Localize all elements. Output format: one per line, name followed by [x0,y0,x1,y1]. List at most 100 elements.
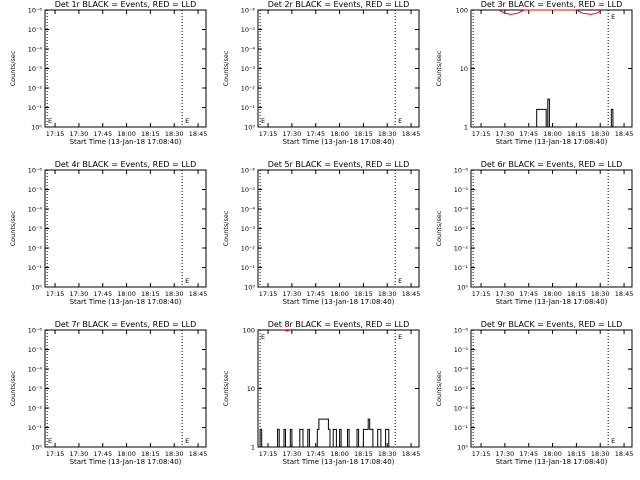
x-tick-label: 17:30 [496,130,515,138]
x-tick-label: 17:30 [283,130,302,138]
y-axis-label: Counts/sec [222,370,230,406]
x-tick-label: 18:30 [165,450,184,458]
y-tick-label: 10⁻⁵ [241,186,256,194]
y-axis-label: Counts/sec [435,370,443,406]
detector-panel-7: Det 7r BLACK = Events, RED = LLD 17:15 17:… [9,320,207,466]
y-tick-label: 10⁻² [28,85,43,93]
panel-title: Det 6r BLACK = Events, RED = LLD [481,160,623,169]
detector-panel-2: Det 2r BLACK = Events, RED = LLD 17:15 17:… [222,0,420,146]
lld-series-line [498,9,603,15]
x-axis-label: Start Time (13-Jan-18 17:08:40) [283,458,395,466]
x-tick-label: 18:15 [354,290,373,298]
y-tick-label: 10⁻³ [28,385,43,393]
x-tick-label: 18:45 [189,130,208,138]
detector-panel-3: Det 3r BLACK = Events, RED = LLD 17:15 17:… [435,0,633,146]
detector-panel-6: Det 6r BLACK = Events, RED = LLD 17:15 17:… [435,160,633,306]
x-tick-label: 17:45 [519,290,538,298]
panel-title: Det 9r BLACK = Events, RED = LLD [481,320,623,329]
x-axis-label: Start Time (13-Jan-18 17:08:40) [283,138,395,146]
flag-marker: E [261,117,265,125]
x-tick-label: 18:00 [330,450,349,458]
y-tick-label: 10⁰ [31,124,42,132]
y-tick-label: 10⁻¹ [28,424,43,432]
y-tick-label: 10⁻⁵ [28,346,43,354]
x-tick-label: 18:00 [117,290,136,298]
flag-marker: E [611,437,615,445]
x-tick-label: 18:15 [567,450,586,458]
x-tick-label: 18:15 [141,130,160,138]
y-tick-label: 10⁻⁴ [454,206,469,214]
y-tick-label: 10⁻⁴ [454,366,469,374]
y-tick-label: 10⁻¹ [454,264,469,272]
x-axis-label: Start Time (13-Jan-18 17:08:40) [70,458,182,466]
panel-title: Det 5r BLACK = Events, RED = LLD [268,160,410,169]
events-series-line [536,98,614,128]
x-tick-label: 18:00 [543,290,562,298]
x-tick-label: 18:00 [330,130,349,138]
panel-title: Det 4r BLACK = Events, RED = LLD [55,160,197,169]
y-axis-label: Counts/sec [9,50,17,86]
x-tick-label: 18:00 [117,130,136,138]
x-axis-label: Start Time (13-Jan-18 17:08:40) [283,298,395,306]
y-tick-label: 10⁻³ [454,385,469,393]
x-tick-label: 17:30 [70,290,89,298]
x-tick-label: 18:45 [189,290,208,298]
y-tick-label: 10⁻² [28,405,43,413]
y-tick-label: 10⁻¹ [28,104,43,112]
x-tick-label: 17:15 [472,450,491,458]
detector-panel-4: Det 4r BLACK = Events, RED = LLD 17:15 17:… [9,160,207,306]
x-tick-label: 18:15 [354,450,373,458]
x-tick-label: 18:15 [567,290,586,298]
y-tick-label: 10 [247,385,255,393]
x-tick-label: 18:30 [591,450,610,458]
x-tick-label: 18:45 [402,450,421,458]
x-tick-label: 17:30 [496,450,515,458]
x-axis-label: Start Time (13-Jan-18 17:08:40) [496,138,608,146]
y-tick-label: 10⁻³ [28,65,43,73]
y-tick-label: 10⁻⁶ [28,7,43,15]
x-axis-label: Start Time (13-Jan-18 17:08:40) [70,138,182,146]
y-tick-label: 1 [251,444,255,452]
y-tick-label: 10⁰ [457,444,468,452]
x-tick-label: 17:15 [46,290,65,298]
x-tick-label: 18:45 [402,130,421,138]
x-tick-label: 18:30 [378,130,397,138]
x-tick-label: 17:15 [259,290,278,298]
flag-marker: E [48,437,52,445]
x-tick-label: 18:00 [330,290,349,298]
y-tick-label: 10⁻⁵ [454,346,469,354]
y-tick-label: 10⁻⁴ [241,206,256,214]
y-tick-label: 10⁻⁴ [28,366,43,374]
y-tick-label: 10⁰ [244,124,255,132]
y-tick-label: 10⁻⁶ [241,7,256,15]
y-tick-label: 1 [464,124,468,132]
flag-marker: E [398,117,402,125]
x-tick-label: 17:45 [93,290,112,298]
x-tick-label: 17:15 [259,450,278,458]
y-tick-label: 10⁻⁶ [28,167,43,175]
y-tick-label: 10⁻⁵ [28,186,43,194]
panel-title: Det 8r BLACK = Events, RED = LLD [268,320,410,329]
y-tick-label: 10⁻¹ [241,104,256,112]
y-axis-label: Counts/sec [435,210,443,246]
y-tick-label: 10⁻¹ [241,264,256,272]
flag-marker: E [611,13,615,21]
y-tick-label: 10⁻³ [241,65,256,73]
x-tick-label: 17:15 [259,130,278,138]
panel-title: Det 3r BLACK = Events, RED = LLD [481,0,623,9]
x-tick-label: 18:00 [543,450,562,458]
x-tick-label: 18:15 [141,450,160,458]
x-tick-label: 18:30 [591,290,610,298]
x-tick-label: 17:45 [93,130,112,138]
y-tick-label: 10 [460,65,468,73]
x-tick-label: 17:45 [519,130,538,138]
x-tick-label: 18:30 [165,130,184,138]
x-tick-label: 17:15 [46,130,65,138]
y-axis-label: Counts/sec [9,210,17,246]
x-tick-label: 18:45 [402,290,421,298]
y-tick-label: 10⁻³ [28,225,43,233]
flag-marker: E [48,117,52,125]
y-tick-label: 100 [456,7,468,15]
y-tick-label: 10⁰ [457,284,468,292]
flag-marker: E [261,333,265,341]
